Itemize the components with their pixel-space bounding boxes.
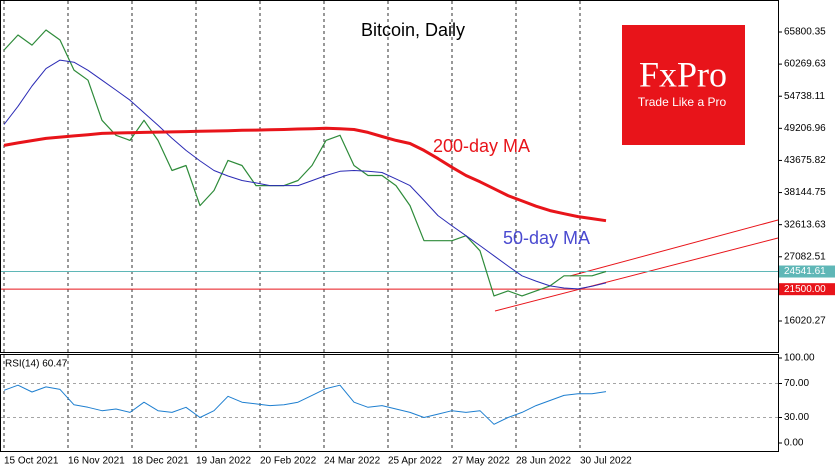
y-tick-label: 32613.63 (784, 219, 826, 230)
y-tick-label: 0.00 (784, 438, 804, 449)
x-tick-label: 24 Mar 2022 (324, 456, 381, 467)
plots (1, 1, 782, 451)
y-tick-label: 38144.75 (784, 187, 826, 198)
main-panel (0, 0, 779, 353)
y-tick-label: 27082.51 (784, 251, 826, 262)
series-line (3, 59, 607, 290)
chart-title: Bitcoin, Daily (361, 20, 465, 40)
level-label: 24541.61 (784, 266, 826, 277)
channel-line (569, 219, 779, 277)
series-line (3, 29, 607, 297)
rsi-title: RSI(14) 60.47 (5, 359, 68, 370)
x-tick-label: 28 Jun 2022 (516, 456, 571, 467)
series-line (3, 384, 607, 425)
y-tick-label: 54738.11 (784, 91, 825, 102)
y-tick-label: 30.00 (784, 412, 809, 423)
y-tick-label: 70.00 (784, 378, 809, 389)
x-tick-label: 27 May 2022 (452, 456, 510, 467)
logo-tagline: Trade Like a Pro (638, 95, 727, 109)
logo-brand: FxPro (639, 54, 727, 94)
y-tick-label: 16020.27 (784, 316, 826, 327)
x-tick-label: 15 Oct 2021 (4, 456, 59, 467)
level-tag (779, 265, 835, 278)
annotation: 50-day MA (503, 228, 590, 248)
series-line (3, 126, 607, 223)
x-tick-label: 19 Jan 2022 (196, 456, 251, 467)
rsi-panel (0, 354, 779, 452)
level-label: 21500.00 (784, 284, 826, 295)
y-tick-label: 49206.96 (784, 123, 826, 134)
x-tick-label: 16 Nov 2021 (68, 456, 125, 467)
y-tick-label: 43675.82 (784, 155, 826, 166)
channel-line (494, 237, 779, 312)
x-tick-label: 20 Feb 2022 (260, 456, 317, 467)
y-tick-label: 100.00 (784, 353, 815, 364)
x-tick-label: 25 Apr 2022 (388, 456, 442, 467)
y-tick-label: 60269.63 (784, 59, 826, 70)
logo (622, 25, 745, 145)
level-tag (779, 283, 835, 296)
annotation: 200-day MA (433, 136, 530, 156)
x-tick-label: 18 Dec 2021 (132, 456, 189, 467)
y-tick-label: 65800.35 (784, 27, 826, 38)
x-tick-label: 30 Jul 2022 (580, 456, 632, 467)
